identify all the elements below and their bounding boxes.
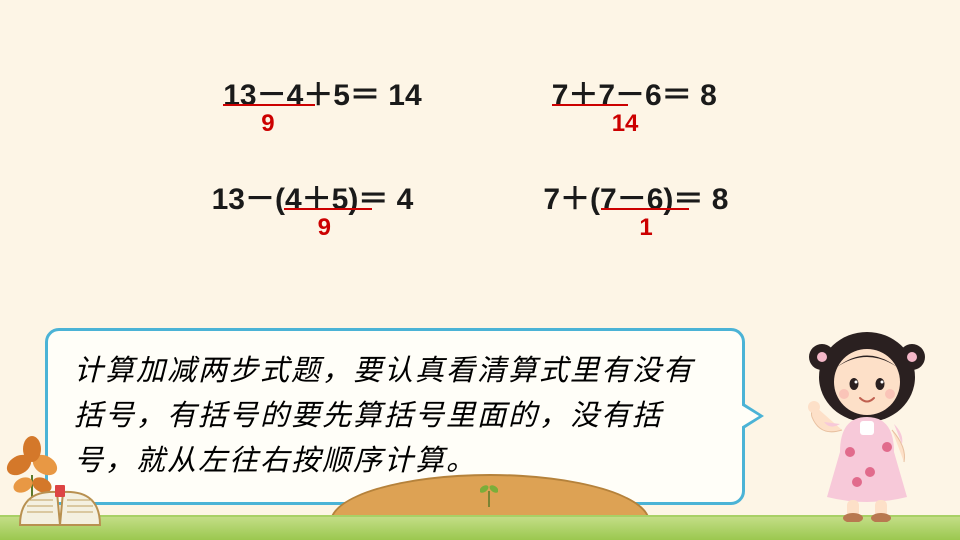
eq-sub: 14 xyxy=(612,110,639,138)
equation-row-1: 13－4＋5＝ 14 9 7＋7－6＝ 8 14 xyxy=(10,70,930,114)
eq-text: 13－(4＋5)＝ 4 xyxy=(212,183,414,216)
eq-text: 7＋7－6＝ 8 xyxy=(552,79,717,112)
eq-underline xyxy=(223,104,315,106)
eq-sub: 9 xyxy=(261,110,274,138)
girl-character-icon xyxy=(792,322,942,522)
equations-area: 13－4＋5＝ 14 9 7＋7－6＝ 8 14 13－(4＋5)＝ 4 9 7… xyxy=(10,70,930,218)
equation-4: 7＋(7－6)＝ 8 1 xyxy=(543,174,728,218)
eq-sub: 1 xyxy=(639,214,652,242)
speech-bubble: 计算加减两步式题，要认真看清算式里有没有括号，有括号的要先算括号里面的，没有括号… xyxy=(45,328,745,505)
equation-3: 13－(4＋5)＝ 4 9 xyxy=(212,174,414,218)
eq-text: 7＋(7－6)＝ 8 xyxy=(543,183,728,216)
book-icon xyxy=(15,480,105,530)
equation-2: 7＋7－6＝ 8 14 xyxy=(552,70,717,114)
sprout-icon xyxy=(480,481,498,507)
eq-text: 13－4＋5＝ 14 xyxy=(223,79,421,112)
eq-underline xyxy=(601,208,689,210)
speech-text: 计算加减两步式题，要认真看清算式里有没有括号，有括号的要先算括号里面的，没有括号… xyxy=(74,355,694,477)
equation-row-2: 13－(4＋5)＝ 4 9 7＋(7－6)＝ 8 1 xyxy=(10,174,930,218)
equation-1: 13－4＋5＝ 14 9 xyxy=(223,70,421,114)
eq-underline xyxy=(552,104,628,106)
eq-underline xyxy=(284,208,372,210)
eq-sub: 9 xyxy=(318,214,331,242)
